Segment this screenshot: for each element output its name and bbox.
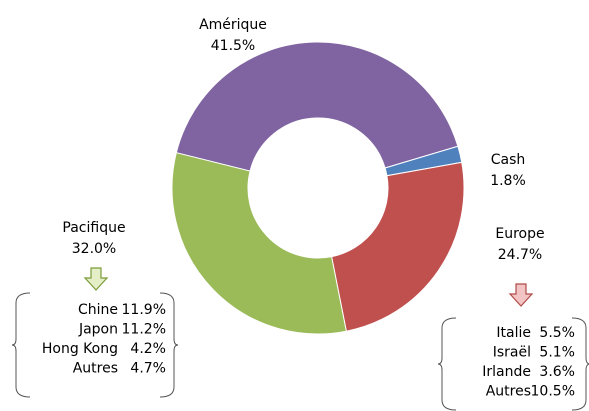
donut-segment [175,41,459,172]
brace-left [437,317,457,411]
segment-value: 32.0% [72,241,116,257]
brace-right [159,292,179,398]
detail-value: 3.6% [539,364,575,380]
detail-name: Autres [486,384,531,400]
segment-value: 1.8% [490,173,526,189]
detail-value: 5.1% [539,345,575,361]
detail-name: Irlande [482,364,531,380]
detail-name: Israël [493,345,531,361]
detail-value: 10.5% [531,384,575,400]
segment-label: Europe [495,226,544,242]
segment-value: 24.7% [498,247,542,263]
detail-name: Autres [73,361,118,377]
detail-value: 11.2% [122,322,166,338]
brace-right [571,317,589,411]
segment-label: Amérique [199,17,267,33]
detail-value: 5.5% [539,325,575,341]
arrow-pacifique [83,267,109,291]
segment-label: Pacifique [62,220,125,236]
arrow-europe [508,283,534,307]
detail-value: 11.9% [122,302,166,318]
segment-value: 41.5% [211,38,255,54]
detail-name: Hong Kong [42,341,118,357]
detail-value: 4.7% [130,361,166,377]
detail-name: Italie [496,325,531,341]
detail-name: Japon [78,322,118,338]
detail-name: Chine [78,302,118,318]
donut-segment [331,161,465,332]
brace-left [11,292,31,398]
segment-label: Cash [491,152,526,168]
detail-value: 4.2% [130,341,166,357]
donut-segment [171,152,347,335]
